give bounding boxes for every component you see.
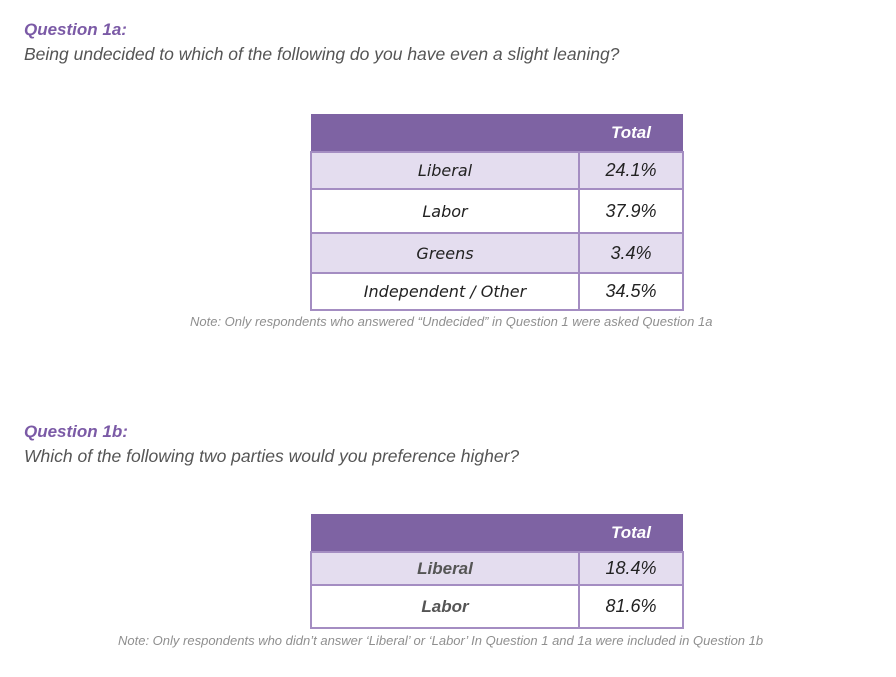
row-label: Liberal (310, 151, 580, 190)
row-label: Greens (310, 232, 580, 274)
table-header-row: Total (311, 114, 683, 152)
column-header-total: Total (579, 114, 683, 152)
header-blank-cell (311, 114, 579, 152)
q1b-heading: Question 1b: (24, 422, 128, 441)
q1a-note: Note: Only respondents who answered “Und… (190, 314, 713, 329)
column-header-total: Total (579, 514, 683, 552)
row-label: Independent / Other (310, 272, 580, 311)
table-row: Independent / Other 34.5% (310, 272, 684, 311)
q1b-results-table: Total Liberal 18.4% Labor 81.6% (310, 514, 684, 629)
table-row: Greens 3.4% (310, 232, 684, 274)
header-blank-cell (311, 514, 579, 552)
row-label: Labor (310, 188, 580, 234)
row-value: 37.9% (578, 188, 684, 234)
row-label: Labor (310, 584, 580, 629)
row-value: 81.6% (578, 584, 684, 629)
q1a-results-table: Total Liberal 24.1% Labor 37.9% Greens 3… (310, 114, 684, 311)
row-value: 34.5% (578, 272, 684, 311)
row-value: 3.4% (578, 232, 684, 274)
table-header-row: Total (311, 514, 683, 552)
row-value: 24.1% (578, 151, 684, 190)
q1b-question: Which of the following two parties would… (24, 446, 520, 466)
table-row: Labor 81.6% (310, 584, 684, 629)
table-row: Liberal 18.4% (310, 551, 684, 586)
row-label: Liberal (310, 551, 580, 586)
table-row: Labor 37.9% (310, 188, 684, 234)
row-value: 18.4% (578, 551, 684, 586)
q1a-heading: Question 1a: (24, 20, 127, 39)
q1b-note: Note: Only respondents who didn’t answer… (118, 633, 764, 648)
q1a-question: Being undecided to which of the followin… (24, 44, 620, 64)
table-row: Liberal 24.1% (310, 151, 684, 190)
